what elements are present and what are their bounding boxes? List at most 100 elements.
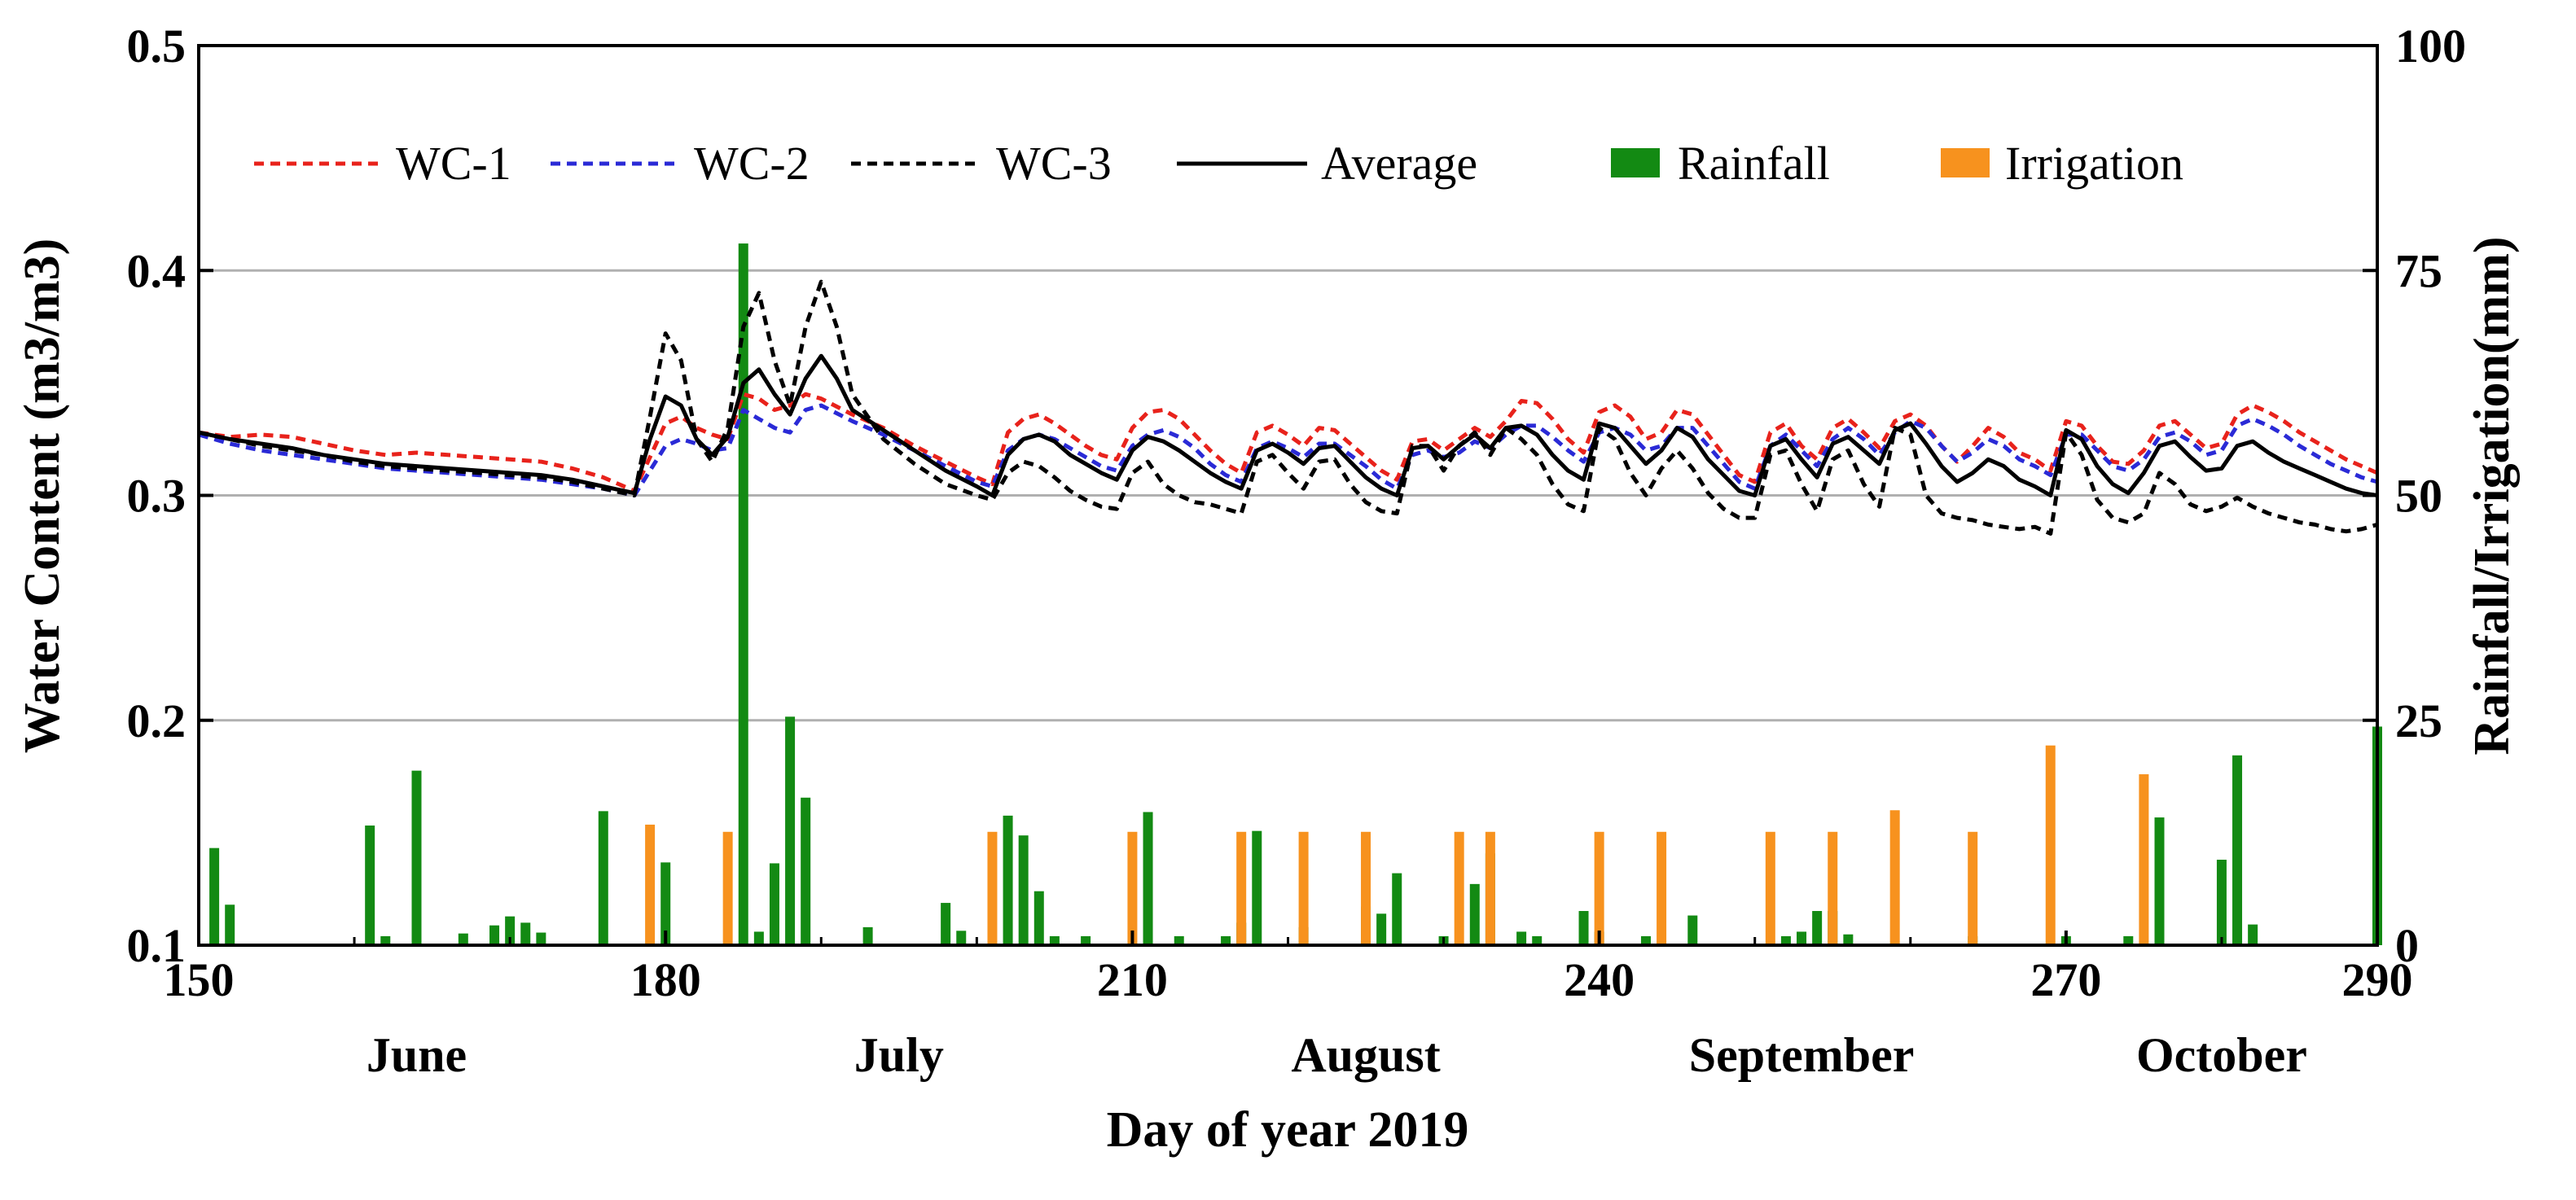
rainfall-bar bbox=[1003, 815, 1013, 945]
irrigation-bar bbox=[1361, 831, 1371, 945]
month-label: August bbox=[1291, 1028, 1440, 1082]
irrigation-bar bbox=[1454, 831, 1464, 945]
irrigation-bar bbox=[1657, 831, 1667, 945]
irrigation-bar bbox=[1828, 831, 1838, 945]
x-axis-title: Day of year 2019 bbox=[1107, 1102, 1469, 1158]
rainfall-bar bbox=[1797, 931, 1807, 945]
irrigation-bar bbox=[1889, 810, 1900, 945]
irrigation-bar bbox=[1298, 831, 1309, 945]
rainfall-bar bbox=[956, 931, 967, 945]
bar-layer bbox=[209, 243, 2382, 946]
y-tick-label: 0.3 bbox=[127, 470, 187, 523]
rainfall-bar bbox=[520, 922, 531, 945]
line-layer bbox=[198, 279, 2378, 536]
rainfall-bar bbox=[1687, 915, 1698, 945]
rainfall-bar bbox=[209, 847, 220, 945]
rainfall-bar bbox=[1392, 873, 1402, 945]
rainfall-bar bbox=[941, 903, 951, 945]
rainfall-bar bbox=[1578, 911, 1589, 945]
month-label: September bbox=[1689, 1028, 1915, 1082]
month-label: July bbox=[854, 1028, 944, 1082]
rainfall-bar bbox=[1780, 935, 1791, 945]
y-tick-label: 0.1 bbox=[127, 919, 187, 972]
rainfall-bar bbox=[536, 932, 546, 945]
rainfall-bar bbox=[365, 826, 375, 945]
y2-axis-title: Rainfall/Irrigation(mm) bbox=[2464, 236, 2520, 755]
rainfall-bar bbox=[1640, 935, 1651, 945]
x-tick-label: 150 bbox=[164, 953, 235, 1006]
y-axis-title: Water Content (m3/m3) bbox=[15, 239, 70, 754]
x-tick-label: 210 bbox=[1097, 953, 1168, 1006]
rainfall-bar bbox=[1252, 830, 1262, 945]
irrigation-bar bbox=[2139, 774, 2149, 945]
legend-average-label: Average bbox=[1321, 137, 1477, 190]
rainfall-bar bbox=[1516, 931, 1527, 945]
y2-tick-label: 25 bbox=[2395, 694, 2442, 747]
irrigation-bar bbox=[987, 831, 998, 945]
rainfall-bar bbox=[1033, 891, 1044, 945]
y-tick-label: 0.2 bbox=[127, 694, 187, 747]
legend-wc1-label: WC-1 bbox=[396, 137, 511, 190]
y-tick-label: 0.5 bbox=[127, 20, 187, 72]
rainfall-bar bbox=[458, 933, 468, 945]
legend: WC-1 WC-2 WC-3 Average Rainfall Irrigati… bbox=[254, 137, 2183, 190]
rainfall-bar bbox=[738, 243, 748, 946]
rainfall-bar bbox=[1174, 935, 1184, 945]
rainfall-bar bbox=[2154, 817, 2165, 945]
x-tick-label: 240 bbox=[1564, 953, 1635, 1006]
y2-tick-label: 50 bbox=[2395, 470, 2442, 523]
y-tick-label: 0.4 bbox=[127, 244, 187, 297]
legend-irrigation-label: Irrigation bbox=[2005, 137, 2183, 190]
gridlines bbox=[199, 269, 2377, 722]
irrigation-bar bbox=[1127, 831, 1138, 945]
rainfall-bar bbox=[2123, 935, 2134, 945]
rainfall-bar bbox=[753, 931, 764, 945]
irrigation-bar bbox=[645, 824, 656, 945]
rainfall-bar bbox=[505, 916, 516, 945]
legend-irrigation-swatch bbox=[1941, 148, 1990, 177]
legend-rainfall-swatch bbox=[1611, 148, 1660, 177]
irrigation-bar bbox=[1765, 831, 1775, 945]
rainfall-bar bbox=[862, 926, 873, 945]
rainfall-bar bbox=[411, 770, 422, 945]
rainfall-bar bbox=[660, 862, 671, 945]
irrigation-bar bbox=[1594, 831, 1604, 945]
rainfall-bar bbox=[1376, 913, 1387, 945]
rainfall-bar bbox=[769, 863, 779, 945]
irrigation-bar bbox=[722, 831, 733, 945]
rainfall-bar bbox=[1049, 935, 1060, 945]
legend-wc2-label: WC-2 bbox=[694, 137, 810, 190]
y2-tick-label: 100 bbox=[2395, 20, 2466, 72]
rainfall-bar bbox=[801, 797, 811, 945]
irrigation-bar bbox=[1485, 831, 1495, 945]
rainfall-bar bbox=[1143, 812, 1153, 945]
rainfall-bar bbox=[225, 904, 235, 945]
rainfall-bar bbox=[1469, 883, 1480, 945]
x-tick-label: 270 bbox=[2030, 953, 2101, 1006]
rainfall-bar bbox=[1221, 935, 1231, 945]
legend-rainfall-label: Rainfall bbox=[1678, 137, 1830, 190]
irrigation-bar bbox=[2045, 745, 2056, 945]
legend-wc3-label: WC-3 bbox=[996, 137, 1112, 190]
rainfall-bar bbox=[1843, 934, 1854, 945]
irrigation-bar bbox=[1968, 831, 1978, 945]
ticks: 150 180 210 240 270 290 0.1 0.2 0.3 0.4 0.5 0 25 50 75… bbox=[127, 20, 2467, 1006]
average-line bbox=[198, 353, 2378, 497]
rainfall-bar bbox=[1812, 911, 1823, 945]
rainfall-bar bbox=[380, 935, 391, 945]
rainfall-bar bbox=[2216, 860, 2227, 945]
rainfall-bar bbox=[785, 716, 796, 945]
month-label: June bbox=[366, 1028, 467, 1082]
irrigation-bar bbox=[1236, 831, 1247, 945]
rainfall-bar bbox=[1081, 935, 1091, 945]
x-tick-label: 180 bbox=[630, 953, 701, 1006]
rainfall-bar bbox=[1532, 935, 1543, 945]
y2-tick-label: 75 bbox=[2395, 244, 2442, 297]
y2-tick-label: 0 bbox=[2395, 919, 2419, 972]
wc1-line bbox=[198, 392, 2378, 493]
rainfall-bar bbox=[2232, 755, 2243, 945]
rainfall-bar bbox=[598, 811, 608, 945]
rainfall-bar bbox=[1018, 835, 1029, 945]
x-tick-label: 290 bbox=[2342, 953, 2413, 1006]
